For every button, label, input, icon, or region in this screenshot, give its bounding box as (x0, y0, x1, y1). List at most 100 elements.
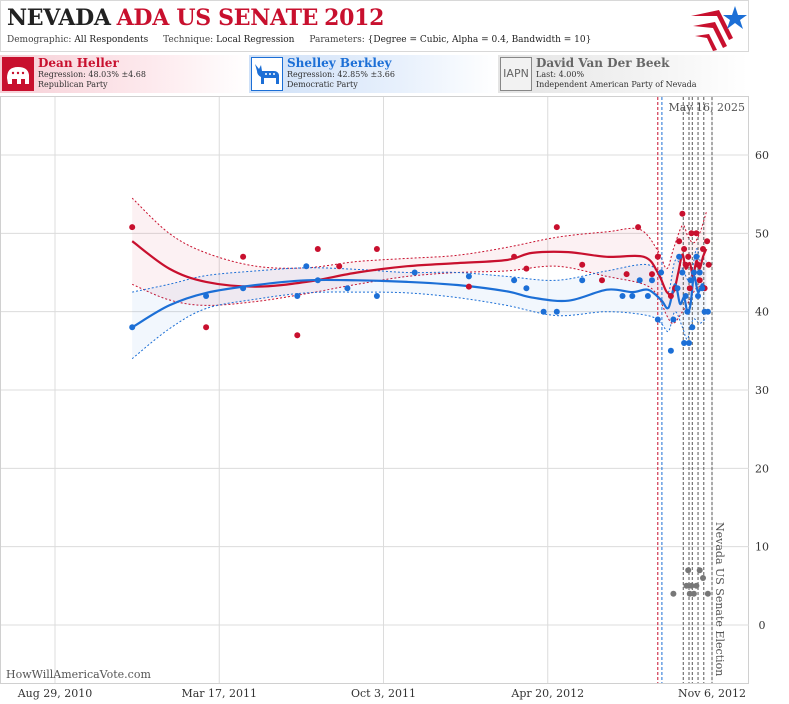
confidence-band-lower (132, 265, 707, 324)
donkey-icon (251, 57, 283, 91)
poll-point (676, 238, 683, 245)
poll-point (679, 269, 686, 276)
y-tick-label: 40 (755, 306, 769, 319)
trend-line (131, 275, 708, 329)
poll-point (303, 263, 310, 270)
poll-point (411, 269, 418, 276)
confidence-band-upper (132, 248, 707, 294)
title-year: 2012 (324, 5, 385, 31)
poll-point (704, 238, 711, 245)
candidate-party: Democratic Party (287, 80, 358, 89)
confidence-bands (131, 197, 707, 360)
poll-point (676, 253, 683, 260)
confidence-band-upper (131, 197, 707, 270)
watermark: HowWillAmericaVote.com (6, 668, 151, 681)
poll-point (686, 285, 693, 292)
poll-point (511, 253, 518, 260)
poll-point (465, 283, 472, 290)
poll-point (373, 293, 380, 299)
poll-point (523, 285, 530, 292)
poll-point (579, 261, 586, 268)
poll-point (623, 271, 630, 278)
poll-point (670, 316, 677, 323)
y-tick-label: 10 (755, 541, 769, 554)
poll-point (523, 265, 530, 272)
poll-point (511, 277, 518, 284)
candidate-card-heller: Dean Heller Regression: 48.03% ±4.68 Rep… (0, 55, 249, 93)
poll-point (649, 271, 655, 278)
flag-star-logo (691, 6, 747, 51)
poll-point (690, 269, 697, 276)
poll-point (705, 261, 712, 268)
poll-point (373, 246, 380, 252)
poll-point (686, 590, 693, 597)
poll-point (129, 224, 136, 231)
poll-point (465, 273, 472, 280)
poll-point (693, 253, 700, 260)
x-tick-label: Mar 17, 2011 (181, 687, 257, 700)
poll-point (336, 263, 343, 270)
x-axis: Aug 29, 2010 Mar 17, 2011 Oct 3, 2011 Apr 2… (17, 687, 746, 700)
confidence-band-fill (132, 198, 707, 324)
poll-point (129, 324, 136, 331)
poll-point (599, 277, 605, 284)
candidate-name: David Van Der Beek (536, 56, 670, 70)
poll-point (203, 324, 210, 331)
confidence-band-fill (132, 248, 707, 359)
poll-point (240, 253, 247, 260)
chart-header: NEVADA ADA US SENATE 2012 Demographic: All… (0, 0, 749, 52)
party-badge: IAPN (500, 57, 532, 91)
poll-point (690, 590, 697, 597)
poll-point (679, 210, 686, 217)
poll-chart: 0 10 20 30 40 50 60 Aug 29, 2010 Mar 17, 2011 Oc… (0, 96, 769, 700)
poll-point (654, 316, 661, 323)
confidence-band-lower (131, 291, 707, 360)
y-tick-label: 50 (755, 227, 769, 240)
poll-points (129, 210, 712, 597)
poll-point (693, 230, 700, 237)
poll-point (658, 269, 665, 276)
y-axis: 0 10 20 30 40 50 60 (755, 149, 769, 632)
candidate-name: Shelley Berkley (287, 56, 392, 70)
poll-point (240, 285, 247, 292)
poll-point (203, 293, 210, 299)
poll-point (644, 293, 651, 299)
poll-point (674, 285, 681, 292)
x-tick-label: Oct 3, 2011 (351, 687, 416, 700)
poll-point (314, 277, 321, 284)
candidate-stat: Regression: 42.85% ±3.66 (287, 70, 395, 79)
poll-point (629, 293, 636, 299)
poll-point (700, 575, 706, 581)
poll-point (687, 277, 694, 284)
poll-point (682, 293, 689, 299)
demographic-label: Demographic: (7, 35, 72, 45)
y-tick-label: 20 (755, 462, 769, 475)
candidate-stat: Last: 4.00% (536, 70, 585, 79)
elephant-icon (2, 57, 34, 91)
poll-point (682, 261, 689, 268)
poll-point (686, 340, 692, 346)
poll-point (696, 277, 703, 284)
poll-point (649, 277, 655, 284)
candidate-party: Republican Party (38, 80, 108, 89)
technique-label: Technique: (163, 35, 214, 45)
candidate-name: Dean Heller (38, 56, 119, 70)
y-tick-label: 0 (759, 619, 766, 632)
poll-point (654, 253, 661, 260)
x-tick-label: Nov 6, 2012 (678, 687, 746, 700)
poll-point (704, 308, 711, 315)
poll-point (667, 347, 674, 354)
candidate-stat: Regression: 48.03% ±4.68 (38, 70, 146, 79)
poll-point (635, 224, 642, 231)
poll-point (695, 293, 701, 299)
trend-lines (131, 240, 708, 329)
y-tick-label: 30 (755, 384, 769, 397)
poll-point (636, 277, 643, 284)
poll-point (695, 261, 701, 268)
poll-point (689, 324, 696, 331)
candidate-card-van-der-beek: IAPN David Van Der Beek Last: 4.00% Inde… (498, 55, 748, 93)
poll-point (683, 582, 690, 589)
poll-point (696, 269, 703, 276)
poll-point (704, 590, 711, 597)
poll-point (540, 308, 547, 315)
